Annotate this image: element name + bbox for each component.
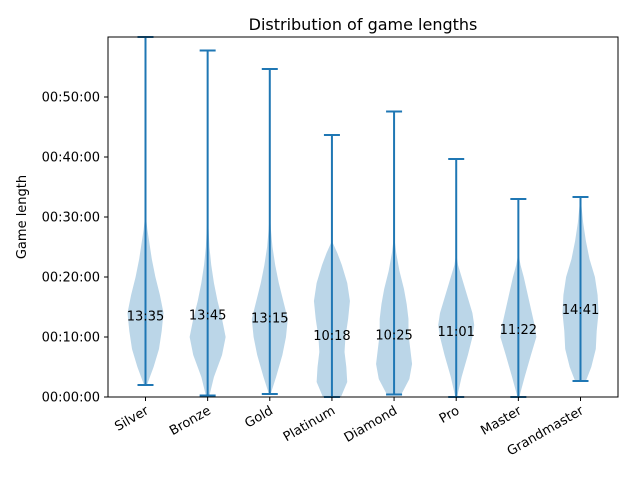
- y-tick-label: 00:20:00: [42, 271, 100, 286]
- x-tick-label: Silver: [112, 403, 152, 435]
- median-label-diamond: 10:25: [375, 329, 412, 344]
- x-tick-label: Master: [478, 403, 525, 439]
- y-axis-label: Game length: [15, 175, 30, 259]
- violin-group: 13:35 13:45 13:15 10:18 10:25 11:01 11:22 14:41: [127, 36, 599, 398]
- y-tick-label: 00:10:00: [42, 331, 100, 346]
- x-tick-label: Diamond: [342, 403, 400, 445]
- x-tick-label: Bronze: [167, 403, 213, 438]
- chart-title: Distribution of game lengths: [249, 15, 478, 34]
- y-tick-label: 00:40:00: [42, 151, 100, 166]
- median-label-silver: 13:35: [127, 310, 164, 325]
- median-label-master: 11:22: [500, 323, 537, 338]
- y-axis: 00:00:00 00:10:00 00:20:00 00:30:00 00:40:00…: [42, 91, 108, 406]
- x-tick-label: Platinum: [281, 403, 338, 445]
- y-tick-label: 00:30:00: [42, 211, 100, 226]
- x-tick-label: Gold: [242, 403, 275, 431]
- median-label-pro: 11:01: [437, 325, 474, 340]
- x-axis: Silver Bronze Gold Platinum Diamond Pro Master…: [112, 397, 587, 459]
- median-label-grandmaster: 14:41: [562, 303, 599, 318]
- median-label-platinum: 10:18: [313, 329, 350, 344]
- y-tick-label: 00:00:00: [42, 391, 100, 406]
- median-label-gold: 13:15: [251, 312, 288, 327]
- plot-frame: [107, 36, 619, 398]
- x-tick-label: Pro: [437, 403, 462, 426]
- y-tick-label: 00:50:00: [42, 91, 100, 106]
- median-label-bronze: 13:45: [189, 309, 226, 324]
